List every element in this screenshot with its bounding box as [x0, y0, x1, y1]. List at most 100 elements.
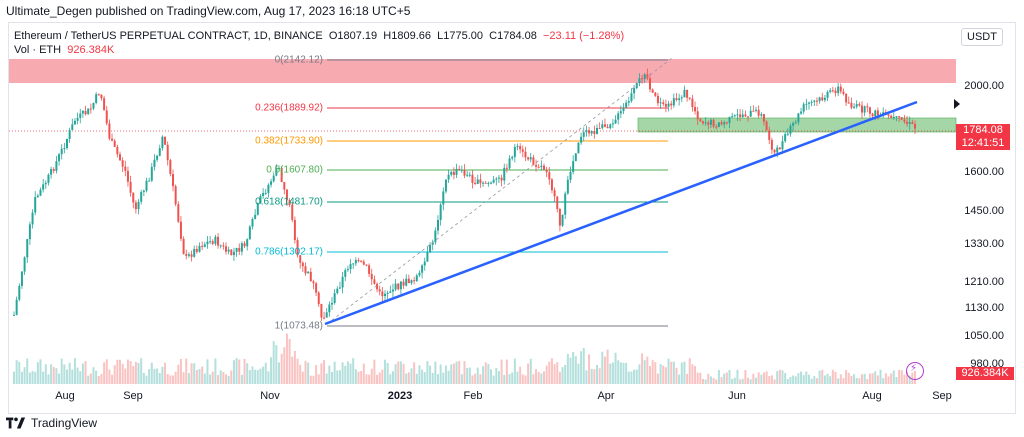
candle-body — [248, 226, 251, 240]
volume-bar — [837, 378, 840, 384]
candle-body — [251, 218, 254, 227]
volume-bar — [699, 372, 702, 384]
volume-bar — [73, 358, 76, 384]
scroll-right-icon[interactable] — [954, 99, 960, 109]
candle-body — [92, 102, 95, 109]
candle-body — [296, 240, 299, 256]
volume-bar — [219, 370, 222, 384]
volume-bar — [323, 360, 326, 384]
volume-bar — [792, 375, 795, 384]
volume-bar — [829, 376, 832, 384]
candle-body — [18, 285, 21, 300]
volume-bar — [577, 363, 580, 384]
fib-level-label: 0.786(1302.17) — [255, 246, 323, 258]
volume-bar — [861, 374, 863, 384]
volume-bar — [784, 373, 787, 384]
fibonacci-lines — [327, 59, 668, 327]
candle-body — [164, 136, 167, 145]
volume-bar — [190, 363, 193, 384]
volume-bar — [511, 372, 514, 384]
last-price-badge: 1784.08 12:41:51 — [956, 124, 1010, 150]
candle-body — [214, 236, 217, 244]
trend-line — [324, 100, 918, 326]
volume-bar — [794, 376, 797, 384]
candle-body — [397, 283, 400, 290]
candle-body — [829, 90, 832, 92]
volume-bar — [513, 358, 516, 384]
volume-bar — [688, 358, 691, 384]
volume-bar — [715, 379, 718, 384]
candle-body — [733, 115, 736, 117]
volume-bar — [786, 378, 789, 384]
volume-legend[interactable]: Vol · ETH 926.384K — [14, 44, 114, 56]
candle-body — [778, 147, 781, 150]
volume-bar — [818, 370, 821, 384]
volume-bar — [174, 371, 177, 384]
volume-bar — [437, 374, 439, 384]
candle-body — [333, 293, 336, 303]
volume-bar — [354, 369, 357, 384]
candle-body — [664, 104, 667, 107]
volume-bar — [42, 371, 45, 384]
volume-bar — [540, 373, 543, 384]
volume-bar — [855, 378, 858, 384]
volume-bar — [26, 358, 29, 384]
candle-body — [111, 138, 114, 141]
volume-bar — [826, 373, 829, 384]
candle-body — [823, 97, 826, 101]
volume-bar — [407, 372, 410, 384]
volume-bar — [317, 374, 320, 384]
volume-bar — [405, 373, 408, 384]
candle-body — [524, 151, 527, 158]
volume-bar — [609, 363, 612, 384]
volume-bar — [13, 371, 15, 384]
volume-label: Vol · ETH — [14, 44, 62, 56]
candle-body — [553, 190, 556, 197]
volume-bar — [60, 358, 63, 384]
volume-bar — [802, 375, 805, 384]
currency-button[interactable]: USDT — [961, 28, 1003, 46]
candle-body — [561, 214, 564, 226]
volume-bar — [762, 372, 765, 384]
replay-icon[interactable] — [906, 362, 924, 380]
top-bar: Ultimate_Degen published on TradingView.… — [0, 0, 1024, 22]
time-axis[interactable]: Aug Sep Nov 2023 Feb Apr Jun Aug Sep — [8, 386, 956, 406]
price-axis[interactable]: 2000.00 1600.00 1450.00 1330.00 1210.00 1130.… — [956, 46, 1016, 386]
candle-body — [360, 260, 363, 262]
volume-bar — [617, 360, 620, 384]
symbol-legend[interactable]: Ethereum / TetherUS PERPETUAL CONTRACT, … — [14, 30, 624, 42]
volume-bar — [712, 378, 715, 384]
volume-bar — [543, 371, 545, 384]
volume-bar — [296, 358, 299, 384]
volume-bar — [442, 372, 445, 384]
candle-body — [166, 144, 169, 161]
volume-bar — [362, 363, 365, 384]
candle-body — [490, 182, 492, 184]
candle-body — [100, 94, 103, 99]
volume-bar — [633, 369, 636, 384]
volume-bar — [15, 360, 18, 384]
candle-body — [558, 208, 561, 226]
volume-bar — [198, 368, 201, 384]
volume-bar — [376, 374, 379, 384]
candle-body — [691, 98, 694, 108]
volume-bar — [230, 370, 233, 384]
volume-bar — [664, 367, 667, 384]
volume-bar — [225, 374, 227, 384]
candle-body — [230, 249, 233, 256]
candle-body — [723, 122, 726, 125]
candle-body — [847, 102, 850, 104]
volume-bar — [97, 375, 100, 384]
candle-body — [582, 132, 585, 137]
volume-bar — [466, 367, 469, 384]
volume-bar — [439, 364, 442, 384]
chart-frame[interactable] — [8, 22, 1016, 414]
volume-bar — [805, 371, 808, 384]
candle-body — [275, 168, 278, 176]
candle-body — [394, 283, 397, 290]
volume-bar — [444, 365, 447, 384]
volume-bar — [630, 371, 633, 384]
candle-body — [323, 317, 326, 319]
candle-body — [307, 271, 310, 274]
